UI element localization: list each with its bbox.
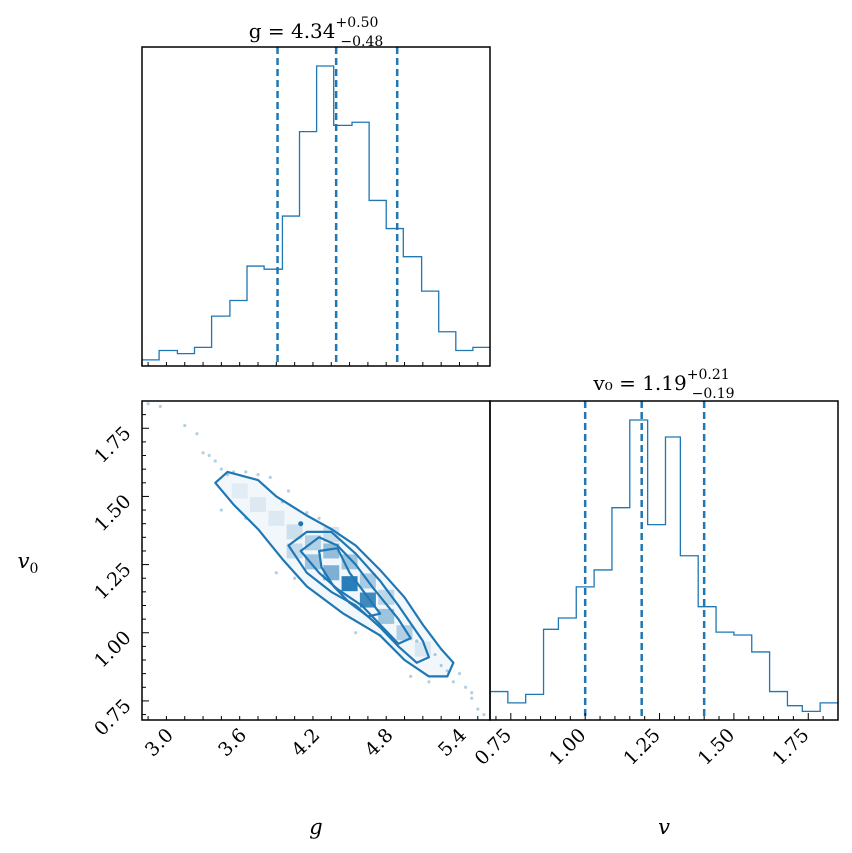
sample-point (463, 685, 468, 689)
sample-point (470, 691, 474, 695)
density-cell (250, 497, 266, 513)
g-histogram-title: g = 4.34+0.50 −0.48 (249, 15, 384, 50)
contour-0 (214, 470, 455, 678)
joint-x-tick-label: 4.8 (361, 724, 398, 761)
panel-v0-histogram: v₀ = 1.19+0.21 −0.19 0.75 1.00 1.25 1.50 1.75… (471, 367, 839, 839)
sample-point (445, 669, 449, 673)
sample-point (207, 453, 211, 458)
sample-point (146, 402, 150, 406)
joint-plot (146, 402, 486, 717)
v0-histogram-axes: 0.75 1.00 1.25 1.50 1.75 (471, 713, 824, 770)
joint-x-tick-label: 3.6 (214, 724, 251, 761)
density-cell (231, 483, 248, 499)
joint-y-tick-label: 1.00 (90, 627, 135, 672)
x-axis-label-g: g (309, 815, 322, 839)
sample-point (433, 652, 437, 657)
v0-histogram-plot (489, 401, 838, 720)
v0-x-tick-label: 1.25 (619, 724, 664, 769)
sample-point (439, 663, 443, 668)
sample-point (274, 571, 278, 575)
joint-y-tick-label: 0.75 (90, 695, 135, 740)
density-cell (304, 554, 321, 570)
x-axis-label-v0: v (658, 815, 670, 839)
sample-point (482, 712, 486, 717)
joint-y-tick-label: 1.75 (90, 422, 135, 467)
joint-axes: 3.0 3.6 4.2 4.8 5.4 0.75 1.00 1.25 1.50 1.75 (90, 414, 479, 761)
sample-point (293, 576, 297, 580)
joint-x-tick-label: 4.2 (287, 724, 324, 761)
sample-point (470, 696, 474, 700)
contour-island (298, 521, 304, 527)
sample-point (451, 680, 455, 684)
joint-y-tick-label: 1.25 (90, 559, 135, 604)
sample-point (213, 459, 217, 463)
g-histogram-frame (141, 46, 491, 367)
histogram-steps (141, 65, 490, 366)
sample-point (183, 423, 187, 428)
histogram-steps (489, 419, 838, 720)
sample-point (158, 404, 162, 409)
panel-joint: 3.0 3.6 4.2 4.8 5.4 0.75 1.00 1.25 1.50 1.75 g v0 (18, 400, 491, 839)
v0-x-tick-label: 1.75 (768, 724, 813, 769)
joint-x-tick-label: 5.4 (434, 724, 471, 761)
v0-histogram-title: v₀ = 1.19+0.21 −0.19 (592, 367, 734, 402)
sample-point (286, 489, 291, 493)
sample-point (219, 467, 223, 471)
g-histogram-plot (141, 47, 490, 366)
density-cell (268, 510, 285, 526)
sample-point (305, 511, 309, 515)
v0-x-tick-label: 0.75 (471, 724, 516, 769)
sample-point (219, 508, 223, 512)
panel-g-histogram: g = 4.34+0.50 −0.48 (141, 15, 491, 367)
contour-1 (287, 530, 430, 664)
density-cell (286, 524, 303, 540)
sample-point (427, 680, 431, 684)
v0-histogram-frame (489, 400, 839, 721)
contour-3 (318, 547, 382, 618)
joint-y-tick-label: 1.50 (90, 490, 135, 535)
sample-point (201, 451, 205, 455)
v0-x-tick-label: 1.00 (545, 724, 590, 769)
y-axis-label-v0: v0 (18, 549, 39, 577)
sample-point (244, 470, 248, 474)
sample-point (256, 473, 260, 477)
sample-point (268, 475, 272, 479)
density-cell (378, 608, 395, 624)
sample-point (476, 707, 480, 711)
v0-x-tick-label: 1.50 (694, 724, 739, 769)
sample-point (409, 674, 413, 678)
sample-point (195, 432, 199, 436)
density-cell (323, 543, 340, 559)
sample-point (457, 672, 462, 676)
sample-point (415, 639, 419, 643)
sample-point (354, 631, 358, 635)
sample-point (317, 516, 321, 520)
joint-x-tick-label: 3.0 (141, 724, 178, 761)
